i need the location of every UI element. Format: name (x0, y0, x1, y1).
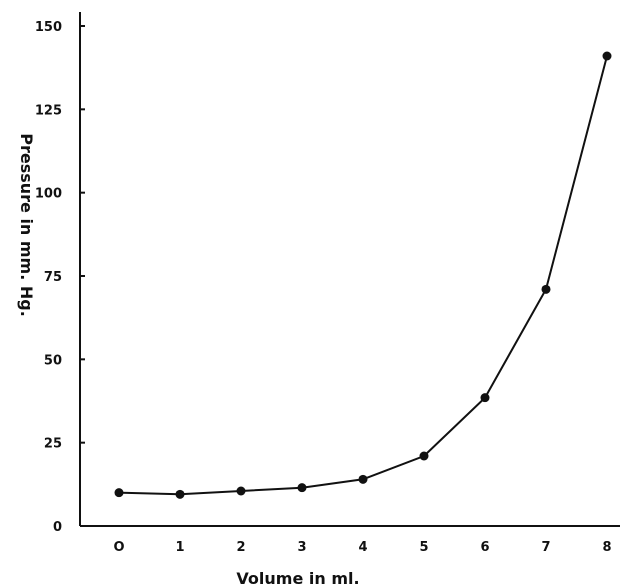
data-point (358, 474, 368, 484)
y-tick-label: 125 (35, 103, 62, 118)
series-markers (114, 51, 612, 499)
y-tick-label: 75 (44, 270, 62, 285)
data-point (480, 393, 490, 403)
data-point (419, 451, 429, 461)
x-tick-label: 6 (480, 540, 489, 555)
y-tick-label: 50 (44, 353, 62, 368)
data-point (175, 489, 185, 499)
y-tick-label: 100 (35, 187, 62, 202)
x-tick-label: 5 (419, 540, 428, 555)
series-line (118, 55, 608, 496)
x-axis-ticks: O 1 2 3 4 5 6 7 8 (113, 540, 611, 555)
data-point (236, 486, 246, 496)
x-tick-label: 2 (236, 540, 245, 555)
data-point (541, 284, 551, 294)
data-point (297, 483, 307, 493)
data-point (602, 51, 612, 61)
x-axis-label: Volume in ml. (236, 569, 359, 588)
y-tick-label: 0 (53, 520, 62, 535)
y-axis-label: Pressure in mm. Hg. (17, 133, 36, 317)
y-tick-label: 25 (44, 437, 62, 452)
data-point (114, 488, 124, 498)
x-tick-label: O (113, 540, 124, 555)
x-tick-label: 3 (297, 540, 306, 555)
y-axis-ticks: 0 25 50 75 100 125 150 (35, 20, 85, 535)
x-tick-label: 4 (358, 540, 367, 555)
x-tick-label: 7 (541, 540, 550, 555)
x-tick-label: 1 (175, 540, 184, 555)
y-tick-label: 150 (35, 20, 62, 35)
x-tick-label: 8 (602, 540, 611, 555)
